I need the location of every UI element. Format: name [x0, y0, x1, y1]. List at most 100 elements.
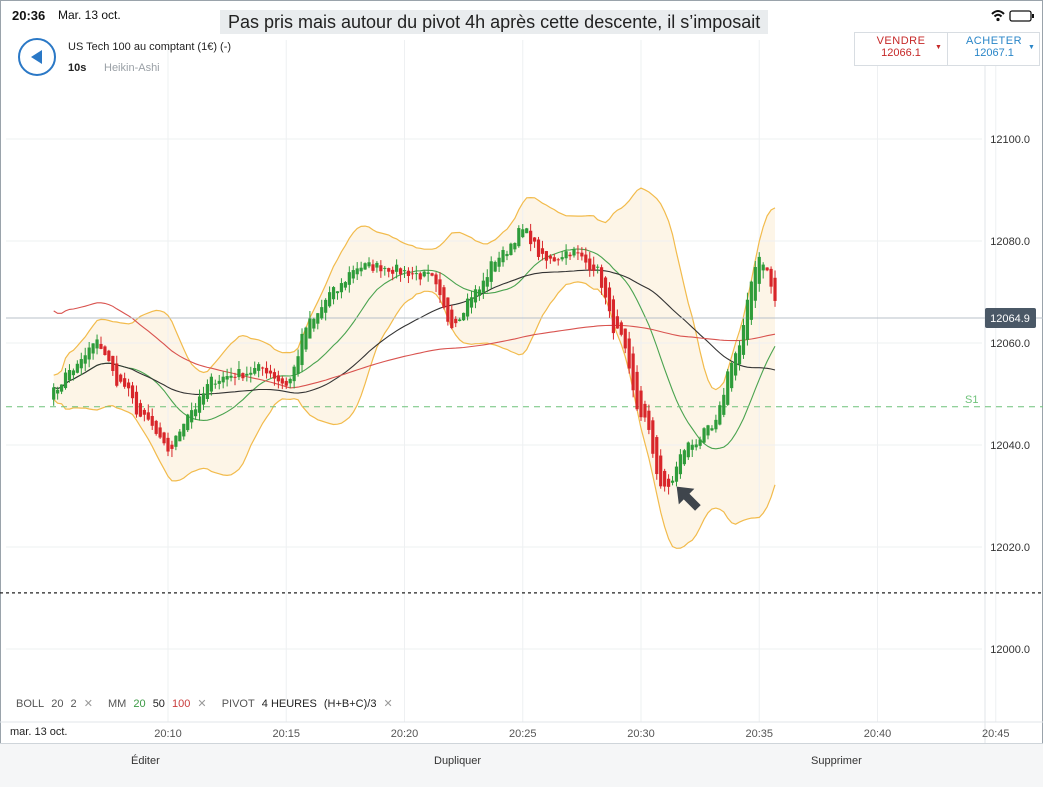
- candle-body: [765, 267, 769, 271]
- candle-body: [485, 277, 489, 287]
- edit-button[interactable]: Éditer: [131, 755, 160, 767]
- candle-body: [52, 387, 56, 400]
- candle-body: [166, 437, 170, 452]
- candle-body: [753, 266, 757, 301]
- candle-body: [138, 403, 143, 417]
- candle-body: [367, 262, 371, 267]
- back-arrow-icon: [31, 50, 42, 64]
- sell-label: VENDRE: [876, 35, 926, 47]
- bottom-action-bar: Éditer Dupliquer Supprimer: [0, 743, 1043, 787]
- candle-body: [347, 272, 351, 285]
- time-tick-label: 20:25: [509, 728, 537, 740]
- candle-body: [150, 415, 154, 426]
- sell-button[interactable]: VENDRE 12066.1 ▼: [855, 33, 948, 65]
- candle-body: [465, 298, 470, 317]
- price-tick-label: 12020.0: [990, 542, 1030, 554]
- legend-pivot-period: 4 HEURES: [261, 698, 317, 710]
- candle-body: [639, 390, 643, 418]
- candle-body: [473, 289, 478, 303]
- wifi-icon: [991, 10, 1005, 22]
- candle-body: [284, 380, 288, 386]
- candle-body: [564, 251, 568, 259]
- candle-body: [186, 414, 190, 431]
- candle-body: [761, 264, 765, 271]
- candle-body: [308, 318, 312, 339]
- duplicate-button[interactable]: Dupliquer: [434, 755, 482, 767]
- candle-body: [331, 287, 336, 300]
- legend-mm-100: 100: [172, 698, 191, 710]
- delete-button[interactable]: Supprimer: [811, 755, 862, 767]
- bollinger-lower-line: [53, 281, 776, 549]
- time-tick-label: 20:10: [154, 728, 182, 740]
- candle-body: [556, 259, 560, 261]
- candle-body: [686, 442, 690, 458]
- timeframe-selector[interactable]: 10s: [68, 62, 87, 74]
- candle-body: [67, 370, 72, 381]
- candle-body: [83, 355, 87, 364]
- candle-body: [651, 420, 655, 454]
- candle-body: [276, 375, 280, 382]
- candle-body: [647, 410, 651, 430]
- close-icon[interactable]: ✕: [383, 698, 393, 710]
- candle-body: [71, 370, 75, 376]
- candle-body: [351, 270, 355, 279]
- candle-body: [123, 378, 127, 387]
- time-tick-label: 20:40: [864, 728, 892, 740]
- candle-body: [710, 428, 714, 431]
- status-time: 20:36: [12, 8, 46, 23]
- candle-body: [615, 316, 619, 329]
- candle-body: [87, 347, 91, 360]
- bollinger-band-fill: [53, 188, 775, 549]
- candle-body: [280, 378, 284, 384]
- candle-body: [769, 268, 773, 287]
- chart-type-selector[interactable]: Heikin-Ashi: [104, 62, 160, 74]
- candle-body: [178, 431, 182, 442]
- candle-body: [548, 255, 552, 259]
- moving-average-50: [53, 269, 776, 395]
- time-axis-date: mar. 13 oct.: [6, 726, 72, 738]
- candle-body: [560, 257, 564, 260]
- candle-body: [107, 350, 111, 362]
- legend-mm[interactable]: MM: [107, 698, 127, 710]
- candle-body: [596, 266, 600, 268]
- price-tick-label: 12080.0: [990, 236, 1030, 248]
- legend-boll-dev: 2: [70, 698, 77, 710]
- candle-body: [56, 389, 60, 394]
- candle-body: [532, 237, 537, 242]
- candle-body: [446, 297, 450, 322]
- annotation-caption: Pas pris mais autour du pivot 4h après c…: [220, 10, 769, 34]
- candle-body: [264, 367, 269, 374]
- candle-body: [241, 373, 245, 379]
- candle-body: [458, 319, 462, 322]
- candle-body: [343, 282, 347, 288]
- candle-body: [627, 338, 631, 369]
- candle-body: [521, 229, 525, 238]
- candle-body: [694, 444, 698, 448]
- candle-body: [316, 313, 320, 324]
- close-icon[interactable]: ✕: [197, 698, 207, 710]
- candle-body: [79, 359, 83, 369]
- status-bar: 20:36 Mar. 13 oct.: [0, 0, 1045, 30]
- candle-body: [678, 454, 683, 475]
- candle-body: [182, 423, 186, 437]
- candle-body: [611, 299, 616, 334]
- back-button[interactable]: [18, 38, 56, 76]
- candle-body: [406, 270, 411, 276]
- candle-body: [328, 292, 332, 307]
- legend-pivot[interactable]: PIVOT: [221, 698, 255, 710]
- candle-body: [603, 277, 608, 298]
- close-icon[interactable]: ✕: [83, 698, 93, 710]
- candle-body: [745, 299, 750, 340]
- candle-body: [402, 270, 407, 272]
- moving-average-20: [53, 248, 776, 450]
- buy-button[interactable]: ACHETER 12067.1 ▼: [948, 33, 1040, 65]
- annotation-arrow-icon: [676, 486, 701, 511]
- candle-body: [95, 339, 99, 349]
- buy-price: 12067.1: [974, 47, 1014, 59]
- legend-boll[interactable]: BOLL: [16, 698, 45, 710]
- candle-body: [339, 283, 344, 293]
- moving-average-100: [53, 302, 776, 389]
- candle-body: [493, 261, 497, 272]
- candle-body: [773, 277, 777, 301]
